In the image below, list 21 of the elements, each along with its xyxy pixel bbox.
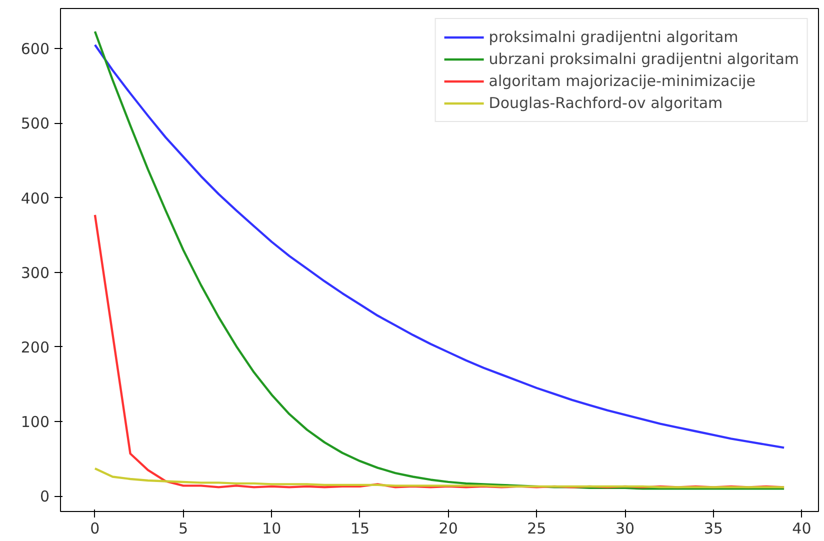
x-tick-label: 15 bbox=[350, 520, 370, 538]
x-tick-label: 5 bbox=[178, 520, 188, 538]
y-tick-label: 300 bbox=[20, 264, 50, 282]
legend-label: algoritam majorizacije-minimizacije bbox=[488, 72, 756, 90]
y-tick-label: 0 bbox=[40, 488, 50, 506]
y-tick-label: 500 bbox=[20, 114, 50, 133]
x-tick-label: 40 bbox=[792, 520, 812, 538]
x-tick-label: 0 bbox=[90, 520, 100, 538]
x-tick-label: 30 bbox=[615, 520, 635, 538]
y-tick-label: 100 bbox=[20, 413, 50, 432]
x-tick-label: 20 bbox=[438, 520, 458, 538]
y-tick-label: 200 bbox=[20, 338, 50, 356]
x-tick-label: 35 bbox=[704, 520, 723, 538]
legend-label: Douglas-Rachford-ov algoritam bbox=[488, 94, 723, 112]
x-tick-label: 10 bbox=[262, 520, 282, 538]
x-tick-label: 25 bbox=[527, 520, 546, 538]
y-tick-label: 400 bbox=[20, 189, 50, 208]
y-tick-label: 600 bbox=[20, 40, 50, 58]
legend-label: proksimalni gradijentni algoritam bbox=[488, 28, 738, 46]
legend-label: ubrzani proksimalni gradijentni algoritam bbox=[488, 50, 799, 68]
line-series bbox=[94, 467, 786, 488]
